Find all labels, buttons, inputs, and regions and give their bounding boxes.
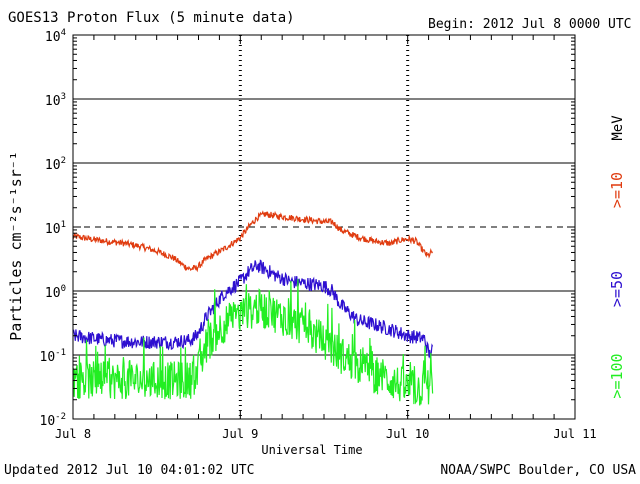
y-tick-label: 102 (45, 156, 66, 173)
y-tick-label: 104 (45, 28, 66, 45)
series-line (73, 259, 434, 359)
y-tick-label: 103 (45, 92, 66, 109)
x-tick-label: Jul 11 (553, 427, 596, 441)
y-tick-label: 10-2 (40, 412, 67, 429)
gridlines (73, 35, 575, 419)
y-axis-label: Particles cm⁻²s⁻¹sr⁻¹ (7, 151, 25, 341)
y-tick-label: 101 (45, 220, 66, 237)
x-tick-label: Jul 10 (386, 427, 429, 441)
series-line (72, 279, 434, 406)
begin-date-label: Begin: 2012 Jul 8 0000 UTC (428, 17, 632, 32)
axis-ticks (72, 34, 576, 420)
tick-labels: Jul 8 Jul 9 Jul 10 Jul 11 10-2 10-1 100 101 102 1… (40, 28, 597, 441)
series-line (72, 210, 434, 273)
legend-unit-mev: MeV (610, 115, 626, 141)
updated-timestamp: Updated 2012 Jul 10 04:01:02 UTC (4, 463, 254, 478)
y-tick-label: 100 (45, 284, 66, 301)
x-axis-label: Universal Time (261, 443, 362, 457)
chart-title: GOES13 Proton Flux (5 minute data) (8, 10, 295, 26)
legend-ge50: >=50 (608, 271, 626, 307)
legend-ge100: >=100 (608, 353, 626, 398)
data-series (72, 210, 434, 406)
x-tick-label: Jul 9 (222, 427, 258, 441)
source-credit: NOAA/SWPC Boulder, CO USA (440, 463, 636, 478)
y-tick-label: 10-1 (40, 348, 67, 365)
legend-ge10: >=10 (608, 172, 626, 208)
x-tick-label: Jul 8 (55, 427, 91, 441)
